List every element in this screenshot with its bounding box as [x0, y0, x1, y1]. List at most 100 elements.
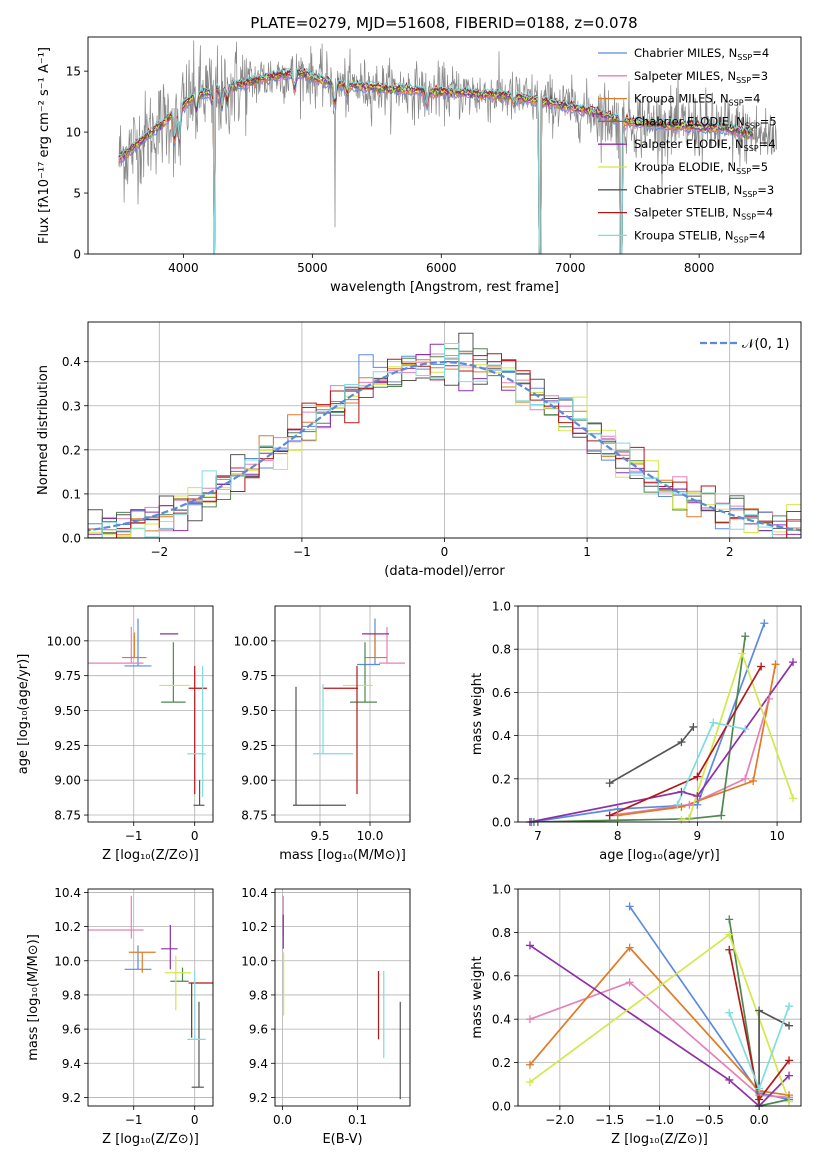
panel-z-mass: −1 0 9.2 9.4 9.6 9.8 10.0 10.2 10.4 Z [log₁₀(Z/Z⊙… — [26, 886, 214, 1147]
z-age-plot-area — [88, 606, 213, 822]
marker-salpeter-miles — [625, 978, 634, 987]
marker-salpeter-elodie — [789, 658, 798, 667]
marker-kroupa-miles — [525, 1060, 534, 1069]
marker-salpeter-stelib — [785, 1056, 794, 1065]
legend-label-sub: SSP — [744, 144, 759, 153]
figure-title: PLATE=0279, MJD=51608, FIBERID=0188, z=0… — [250, 14, 637, 32]
legend-label-chabrier-miles: Chabrier MILES, NSSP=4 — [634, 46, 769, 62]
marker-kroupa-elodie — [785, 1097, 794, 1106]
y-tick-label: 0.2 — [492, 1056, 511, 1070]
y-tick-label: 0.8 — [492, 643, 511, 657]
y-tick-label: 15 — [66, 65, 81, 79]
y-tick-label: 0.8 — [492, 926, 511, 940]
age-weight-x-axis-label: age [log₁₀(age/yr)] — [599, 848, 720, 863]
series-line-salpeter-elodie — [529, 944, 790, 1106]
series-line-salpeter-miles — [609, 698, 770, 817]
panel-residuals: −2 −1 0 1 2 0.0 0.1 0.2 0.3 0.4 (data-model)/error… — [36, 321, 802, 579]
spectrum-model-kroupa-stelib — [118, 67, 754, 254]
marker-kroupa-miles — [613, 811, 622, 820]
marker-salpeter-stelib — [693, 772, 702, 781]
y-tick-label: 0.4 — [492, 729, 511, 743]
y-tick-label: 9.00 — [54, 774, 81, 788]
legend-label-kroupa-stelib: Kroupa STELIB, NSSP=4 — [634, 228, 765, 244]
marker-kroupa-elodie — [685, 813, 694, 822]
legend-label-tail: =3 — [751, 69, 768, 83]
y-tick-label: 10.2 — [54, 920, 81, 934]
ebv-mass-frame — [274, 888, 411, 1107]
y-tick-label: 10 — [66, 126, 81, 140]
panel-age-weight: 7 8 9 10 0.0 0.2 0.4 0.6 0.8 1.0 age [log₁₀(age/yr… — [470, 600, 802, 863]
marker-kroupa-elodie — [525, 1078, 534, 1087]
marker-chabrier-elodie — [725, 915, 734, 924]
marker-kroupa-miles — [625, 943, 634, 952]
marker-salpeter-miles — [741, 774, 750, 783]
z-weight-frame — [517, 888, 802, 1107]
series-line-kroupa-miles — [529, 946, 790, 1097]
legend-label-sub: SSP — [736, 76, 751, 85]
marker-salpeter-miles — [525, 1015, 534, 1024]
marker-chabrier-elodie — [717, 811, 726, 820]
marker-salpeter-elodie — [525, 941, 534, 950]
histogram-chabrier-stelib — [88, 332, 801, 538]
marker-chabrier-miles — [760, 619, 769, 628]
residuals-x-axis-label: (data-model)/error — [384, 564, 505, 579]
x-tick-label: −1 — [125, 829, 143, 843]
z-mass-x-axis-label: Z [log₁₀(Z/Z⊙)] — [102, 1132, 199, 1147]
legend-label-tail: =5 — [751, 160, 768, 174]
marker-chabrier-stelib — [677, 738, 686, 747]
legend-label-tail: =4 — [756, 206, 773, 220]
legend-label-sub: SSP — [737, 53, 752, 62]
spectrum-x-axis-label: wavelength [Angstrom, rest frame] — [330, 280, 559, 295]
panel-z-age: −1 0 8.75 9.00 9.25 9.50 9.75 10.00 Z [log₁₀(Z/Z… — [16, 605, 214, 863]
y-tick-label: 1.0 — [492, 883, 511, 897]
mass-age-frame — [274, 605, 411, 823]
x-tick-label: 0.1 — [348, 1113, 367, 1127]
x-tick-label: 10 — [769, 829, 784, 843]
residuals-plot-area — [88, 322, 801, 538]
marker-salpeter-miles — [765, 694, 774, 703]
panel-ebv-mass: 0.0 0.1 9.2 9.4 9.6 9.8 10.0 10.2 10.4 E(B-V) — [241, 886, 411, 1147]
legend-label-tail: =3 — [757, 183, 774, 197]
legend-label-salpeter-elodie: Salpeter ELODIE, NSSP=4 — [634, 137, 776, 153]
legend-label-sub: SSP — [729, 99, 744, 108]
spectrum-frame — [87, 36, 802, 255]
marker-kroupa-stelib — [755, 1084, 764, 1093]
marker-salpeter-elodie — [693, 792, 702, 801]
x-tick-label: 0 — [191, 1113, 199, 1127]
marker-chabrier-miles — [693, 800, 702, 809]
marker-chabrier-miles — [625, 902, 634, 911]
marker-kroupa-stelib — [725, 1008, 734, 1017]
y-tick-label: 8.75 — [241, 809, 268, 823]
y-tick-label: 0.0 — [492, 816, 511, 830]
y-tick-label: 8.75 — [54, 809, 81, 823]
x-tick-label: −1.5 — [595, 1113, 624, 1127]
y-tick-label: 9.25 — [54, 739, 81, 753]
legend-label-name: Salpeter MILES, N — [634, 69, 736, 83]
spectrum-plot-area — [118, 40, 777, 254]
age-weight-y-axis-label: mass weight — [470, 673, 485, 755]
z-mass-y-axis-label: mass [log₁₀(M/M⊙)] — [26, 934, 41, 1061]
marker-kroupa-miles — [749, 776, 758, 785]
residuals-frame — [87, 321, 802, 539]
x-tick-label: −1.0 — [645, 1113, 674, 1127]
z-age-frame — [87, 605, 214, 823]
y-tick-label: 9.2 — [249, 1091, 268, 1105]
y-tick-label: 10.2 — [241, 920, 268, 934]
z-mass-plot-area — [88, 889, 213, 1106]
legend-label-kroupa-elodie: Kroupa ELODIE, NSSP=5 — [634, 160, 768, 176]
legend-label-tail: =4 — [752, 46, 769, 60]
mass-age-x-axis-label: mass [log₁₀(M/M⊙)] — [279, 848, 406, 863]
x-tick-label: 9.5 — [310, 829, 329, 843]
y-tick-label: 10.0 — [241, 954, 268, 968]
y-tick-label: 0.2 — [62, 443, 81, 457]
panel-z-weight: −2.0 −1.5 −1.0 −0.5 0.0 0.0 0.2 0.4 0.6 0.8 1.0 Z [… — [470, 883, 802, 1147]
marker-salpeter-elodie — [785, 1071, 794, 1080]
spectrum-y-axis-label: Flux [fλ10⁻¹⁷ erg cm⁻² s⁻¹ A⁻¹] — [37, 47, 52, 244]
series-line-salpeter-miles — [529, 981, 790, 1099]
y-tick-label: 9.8 — [62, 988, 81, 1002]
y-tick-label: 0.4 — [62, 355, 81, 369]
marker-kroupa-elodie — [738, 649, 747, 658]
y-tick-label: 5 — [73, 187, 81, 201]
ebv-mass-plot-area — [275, 889, 410, 1106]
